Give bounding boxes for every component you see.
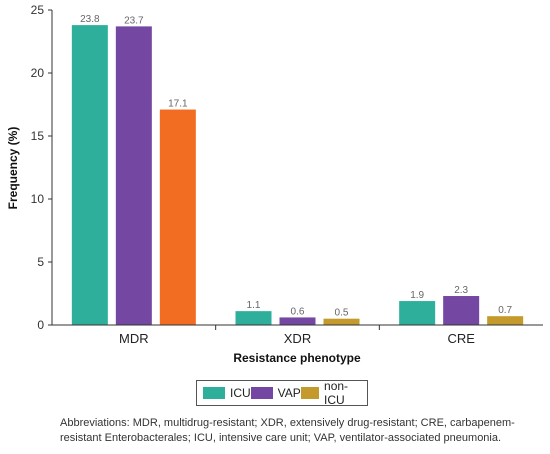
- data-label-mdr-non-icu: 17.1: [168, 99, 188, 110]
- legend-swatch-vap: [250, 387, 273, 399]
- data-label-xdr-vap: 0.6: [291, 306, 305, 317]
- x-tick-label-cre: CRE: [447, 331, 475, 346]
- bar-mdr-icu: [71, 25, 108, 326]
- footnote: Abbreviations: MDR, multidrug-resistant;…: [60, 417, 515, 444]
- bar-xdr-vap: [279, 317, 316, 325]
- bar-mdr-vap: [115, 26, 152, 325]
- legend-label-icu: ICU: [230, 386, 251, 400]
- bar-cre-icu: [399, 301, 436, 325]
- data-label-xdr-icu: 1.1: [247, 300, 261, 311]
- x-tick-label-mdr: MDR: [119, 331, 149, 346]
- x-tick-label-xdr: XDR: [284, 331, 311, 346]
- y-axis-label: Frequency (%): [6, 127, 20, 210]
- bar-xdr-icu: [235, 311, 272, 325]
- data-label-cre-vap: 2.3: [454, 285, 468, 296]
- bar-cre-vap: [443, 296, 480, 325]
- data-label-mdr-icu: 23.8: [80, 14, 100, 25]
- bar-xdr-non-icu: [323, 318, 360, 325]
- data-label-xdr-non-icu: 0.5: [335, 308, 349, 319]
- legend-item-non-icu: non-ICU: [300, 379, 361, 407]
- y-tick-label-0: 0: [37, 318, 44, 332]
- legend-label-vap: VAP: [277, 386, 301, 400]
- legend-label-non-icu: non-ICU: [324, 379, 349, 407]
- legend: ICU VAP non-ICU: [196, 379, 368, 407]
- y-tick-label-5: 5: [37, 255, 44, 269]
- legend-item-icu: ICU: [203, 386, 251, 400]
- data-label-cre-non-icu: 0.7: [498, 305, 512, 316]
- data-label-cre-icu: 1.9: [410, 290, 424, 301]
- y-tick-label-25: 25: [31, 3, 45, 17]
- bar-chart: 23.8 23.7 17.1 1.1 0.6 0.5 1.9 2.3 0.7 0 5 10 15 20 2…: [6, 3, 543, 365]
- legend-swatch-icu: [203, 387, 225, 399]
- y-tick-label-20: 20: [31, 66, 45, 80]
- bar-mdr-non-icu: [159, 109, 196, 325]
- legend-item-vap: VAP: [250, 386, 301, 400]
- x-axis-label: Resistance phenotype: [233, 351, 361, 365]
- y-tick-label-15: 15: [31, 129, 45, 143]
- legend-swatch-non-icu: [300, 387, 320, 399]
- data-label-mdr-vap: 23.7: [124, 15, 144, 26]
- bar-cre-non-icu: [487, 316, 524, 325]
- y-tick-label-10: 10: [31, 192, 45, 206]
